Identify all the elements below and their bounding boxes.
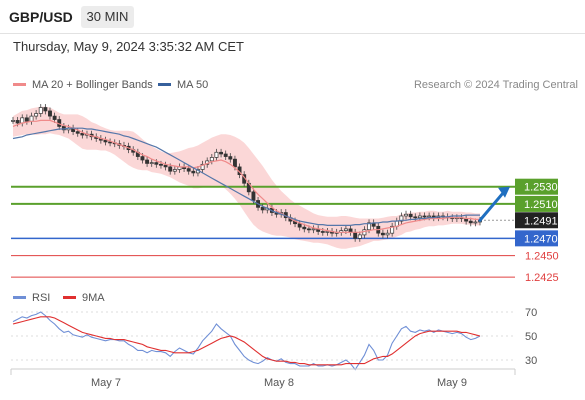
legend-rsi: RSI — [13, 292, 50, 304]
candle-body — [260, 207, 265, 211]
rsi-9ma-line — [12, 316, 481, 366]
candle-body — [223, 153, 228, 157]
candle-body — [24, 117, 29, 122]
ma50-swatch — [158, 82, 171, 86]
candle-body — [43, 107, 48, 112]
candle-body — [209, 157, 214, 162]
symbol-title: GBP/USD — [9, 9, 73, 25]
candle-body — [140, 156, 145, 161]
candle-body — [408, 213, 413, 218]
candle-body — [103, 139, 108, 143]
projection-arrow-head — [498, 186, 510, 198]
projection-arrow — [478, 189, 507, 222]
candle-body — [302, 226, 307, 230]
candle-body — [108, 141, 113, 144]
credit-text: Research © 2024 Trading Central — [413, 79, 578, 91]
ma50-line — [12, 127, 480, 226]
candle-body — [417, 215, 422, 219]
candle-body — [34, 113, 39, 117]
candle-body — [168, 166, 173, 172]
candle-body — [228, 156, 233, 160]
candle-body — [163, 164, 168, 168]
candle-body — [362, 229, 367, 236]
legend-9ma-label: 9MA — [82, 292, 105, 304]
ma20-line — [12, 119, 480, 233]
rsi-tick-70: 70 — [525, 307, 537, 319]
rsi-tick-50: 50 — [525, 331, 537, 343]
level-tag-1.2530 — [515, 178, 558, 195]
candle-body — [149, 162, 154, 164]
candle-body — [191, 170, 196, 174]
timestamp: Thursday, May 9, 2024 3:35:32 AM CET — [13, 39, 244, 54]
candle-body — [251, 191, 256, 201]
candle-body — [29, 115, 34, 122]
candle-body — [413, 216, 418, 219]
x-label-May-9: May 9 — [437, 377, 467, 389]
candle-body — [75, 131, 80, 134]
level-tag-1.2510 — [515, 195, 558, 212]
candle-body — [473, 221, 478, 224]
legend-ma50-label: MA 50 — [177, 79, 209, 91]
x-label-May-7: May 7 — [91, 377, 121, 389]
candle-body — [325, 231, 330, 233]
level-label-1.2450: 1.2450 — [525, 251, 559, 263]
candle-body — [159, 163, 163, 166]
candle-body — [320, 231, 325, 233]
rsi-swatch — [13, 295, 26, 299]
candle-body — [353, 231, 358, 239]
candle-body — [468, 220, 473, 224]
candle-body — [380, 232, 385, 236]
x-label-May-8: May 8 — [264, 377, 294, 389]
level-label-1.2530: 1.2530 — [524, 182, 558, 194]
level-label-1.2470: 1.2470 — [524, 233, 558, 245]
candle-body — [38, 107, 43, 114]
legend-ma20: MA 20 + Bollinger Bands — [13, 79, 153, 91]
candle-body — [399, 215, 404, 222]
timeframe-button[interactable]: 30 MIN — [81, 6, 134, 28]
rsi-line — [12, 311, 481, 371]
candle-body — [48, 110, 52, 117]
candle-body — [306, 228, 311, 231]
header-divider — [0, 33, 585, 34]
candle-body — [297, 223, 302, 228]
level-label-1.2491: 1.2491 — [524, 215, 558, 227]
candle-body — [367, 222, 371, 231]
candle-body — [186, 168, 191, 172]
ma20-swatch — [13, 82, 26, 86]
9ma-swatch — [63, 295, 76, 299]
level-label-1.2510: 1.2510 — [524, 199, 558, 211]
candle-body — [214, 151, 219, 158]
candle-body — [219, 151, 224, 155]
level-tag-1.2470 — [515, 230, 558, 247]
level-label-1.2425: 1.2425 — [525, 272, 559, 284]
candle-body — [52, 115, 57, 120]
candle-body — [200, 163, 205, 170]
legend-ma20-label: MA 20 + Bollinger Bands — [32, 79, 153, 91]
candle-body — [357, 234, 362, 239]
candle-body — [422, 215, 427, 218]
header-bar: GBP/USD 30 MIN — [0, 0, 585, 34]
candle-body — [232, 158, 237, 168]
candle-body — [404, 213, 408, 217]
candle-body — [15, 120, 20, 124]
level-tag-1.2491 — [515, 212, 558, 229]
legend-ma50: MA 50 — [158, 79, 208, 91]
bollinger-band — [13, 106, 480, 249]
candle-body — [154, 162, 159, 165]
candle-body — [172, 169, 177, 172]
candle-body — [11, 120, 15, 122]
candle-body — [343, 228, 348, 231]
candle-body — [311, 228, 316, 231]
candle-body — [145, 159, 150, 164]
rsi-tick-30: 30 — [525, 355, 537, 367]
legend-rsi-label: RSI — [32, 292, 51, 304]
legend-9ma: 9MA — [63, 292, 105, 304]
candle-body — [385, 232, 390, 236]
candle-body — [427, 215, 432, 218]
candle-body — [80, 132, 85, 136]
candle-body — [390, 225, 395, 234]
